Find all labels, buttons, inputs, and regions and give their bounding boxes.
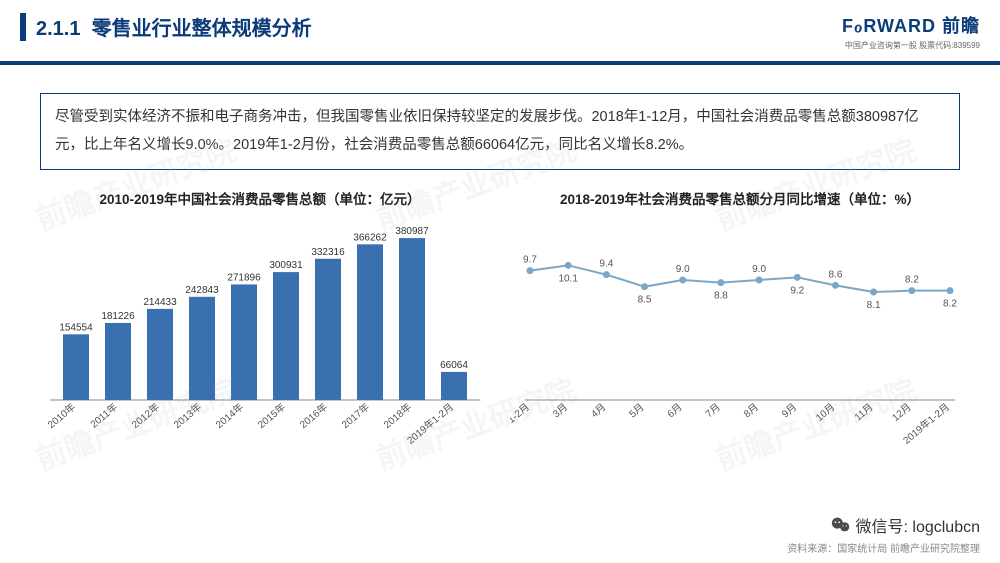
line-marker (527, 267, 534, 274)
charts-row: 2010-2019年中国社会消费品零售总额（单位：亿元） 154554 2010年… (0, 188, 1000, 450)
bar-value-label: 271896 (227, 273, 261, 284)
line-marker (603, 271, 610, 278)
line-x-label: 9月 (780, 401, 800, 420)
line-value-label: 8.1 (867, 300, 881, 311)
bar-value-label: 66064 (440, 360, 468, 371)
bar-x-label: 2014年 (213, 400, 246, 431)
source-text: 资料来源：国家统计局 前瞻产业研究院整理 (787, 540, 980, 555)
line-marker (565, 262, 572, 269)
bar (399, 238, 425, 400)
line-chart-title: 2018-2019年社会消费品零售总额分月同比增速（单位：%） (510, 188, 970, 208)
wechat-icon (830, 514, 852, 536)
line-marker (717, 279, 724, 286)
line-x-label: 4月 (589, 401, 609, 420)
title-block: 2.1.1 零售业行业整体规模分析 (20, 12, 312, 41)
bar-value-label: 366262 (353, 232, 387, 243)
line-value-label: 9.7 (523, 255, 537, 266)
bar-x-label: 2019年1-2月 (404, 400, 456, 446)
line-x-label: 11月 (852, 401, 875, 423)
bar (189, 297, 215, 400)
wechat-label: 微信号: logclubcn (856, 513, 981, 537)
bar (273, 272, 299, 400)
line-value-label: 8.2 (943, 299, 957, 310)
bar-value-label: 242843 (185, 285, 219, 296)
header-divider (0, 61, 1000, 65)
line-value-label: 8.8 (714, 291, 728, 302)
bar-value-label: 181226 (101, 311, 135, 322)
bar-value-label: 380987 (395, 226, 429, 237)
description-box: 尽管受到实体经济不振和电子商务冲击，但我国零售业依旧保持较坚定的发展步伐。201… (40, 93, 960, 170)
line-value-label: 10.1 (558, 273, 578, 284)
title-accent-bar (20, 13, 26, 41)
bar-x-label: 2016年 (297, 400, 330, 431)
bar (441, 372, 467, 400)
line-value-label: 9.0 (676, 264, 690, 275)
line-marker (832, 282, 839, 289)
line-value-label: 8.6 (829, 269, 843, 280)
bar-x-label: 2017年 (339, 400, 372, 431)
line-x-label: 2018年1-2月 (510, 400, 532, 446)
bar-value-label: 300931 (269, 260, 303, 271)
line-marker (756, 277, 763, 284)
line-value-label: 9.4 (599, 259, 613, 270)
bar (357, 244, 383, 400)
bar-value-label: 332316 (311, 247, 345, 258)
bar-chart-title: 2010-2019年中国社会消费品零售总额（单位：亿元） (30, 188, 490, 208)
bar-x-label: 2018年 (381, 400, 414, 431)
description-text: 尽管受到实体经济不振和电子商务冲击，但我国零售业依旧保持较坚定的发展步伐。201… (55, 109, 919, 153)
line-marker (947, 287, 954, 294)
line-x-label: 5月 (627, 401, 647, 420)
bar-x-label: 2010年 (45, 400, 78, 431)
line-x-label: 10月 (813, 401, 837, 424)
page-title: 2.1.1 零售业行业整体规模分析 (36, 12, 312, 41)
line-x-label: 7月 (703, 401, 723, 420)
logo-main: FℴRWARD 前瞻 (842, 12, 980, 38)
bar-chart: 2010-2019年中国社会消费品零售总额（单位：亿元） 154554 2010年… (30, 188, 490, 450)
bar-chart-svg: 154554 2010年 181226 2011年 214433 2012年 242843 2… (30, 220, 490, 450)
bar-x-label: 2011年 (87, 400, 119, 430)
line-marker (794, 274, 801, 281)
line-series (530, 265, 950, 292)
bar (315, 259, 341, 400)
line-marker (870, 289, 877, 296)
line-value-label: 9.2 (790, 285, 804, 296)
bar-x-label: 2015年 (255, 400, 288, 431)
line-marker (908, 287, 915, 294)
bar (147, 309, 173, 400)
bar (231, 285, 257, 401)
logo: FℴRWARD 前瞻 中国产业咨询第一股 股票代码:839599 (842, 12, 980, 51)
line-value-label: 8.5 (638, 295, 652, 306)
bar-x-label: 2012年 (129, 400, 162, 431)
section-title: 零售业行业整体规模分析 (92, 18, 312, 40)
bar (63, 334, 89, 400)
line-marker (679, 277, 686, 284)
bar-value-label: 154554 (59, 322, 93, 333)
line-marker (641, 283, 648, 290)
logo-sub: 中国产业咨询第一股 股票代码:839599 (842, 40, 980, 51)
line-value-label: 8.2 (905, 275, 919, 286)
footer: 微信号: logclubcn 资料来源：国家统计局 前瞻产业研究院整理 (787, 513, 980, 555)
bar-value-label: 214433 (143, 297, 177, 308)
line-x-label: 8月 (741, 401, 761, 420)
line-x-label: 12月 (890, 401, 914, 424)
bar (105, 323, 131, 400)
section-number: 2.1.1 (36, 18, 80, 40)
line-chart: 2018-2019年社会消费品零售总额分月同比增速（单位：%） 9.7 2018年… (510, 188, 970, 450)
wechat-row: 微信号: logclubcn (787, 513, 980, 537)
line-x-label: 6月 (665, 401, 685, 420)
line-chart-svg: 9.7 2018年1-2月 10.1 3月 9.4 4月 8.5 5月 9.0 6月 8.8 7月 9.… (510, 220, 970, 450)
line-value-label: 9.0 (752, 264, 766, 275)
line-x-label: 3月 (550, 401, 570, 420)
bar-x-label: 2013年 (171, 400, 204, 431)
header: 2.1.1 零售业行业整体规模分析 FℴRWARD 前瞻 中国产业咨询第一股 股… (0, 0, 1000, 61)
